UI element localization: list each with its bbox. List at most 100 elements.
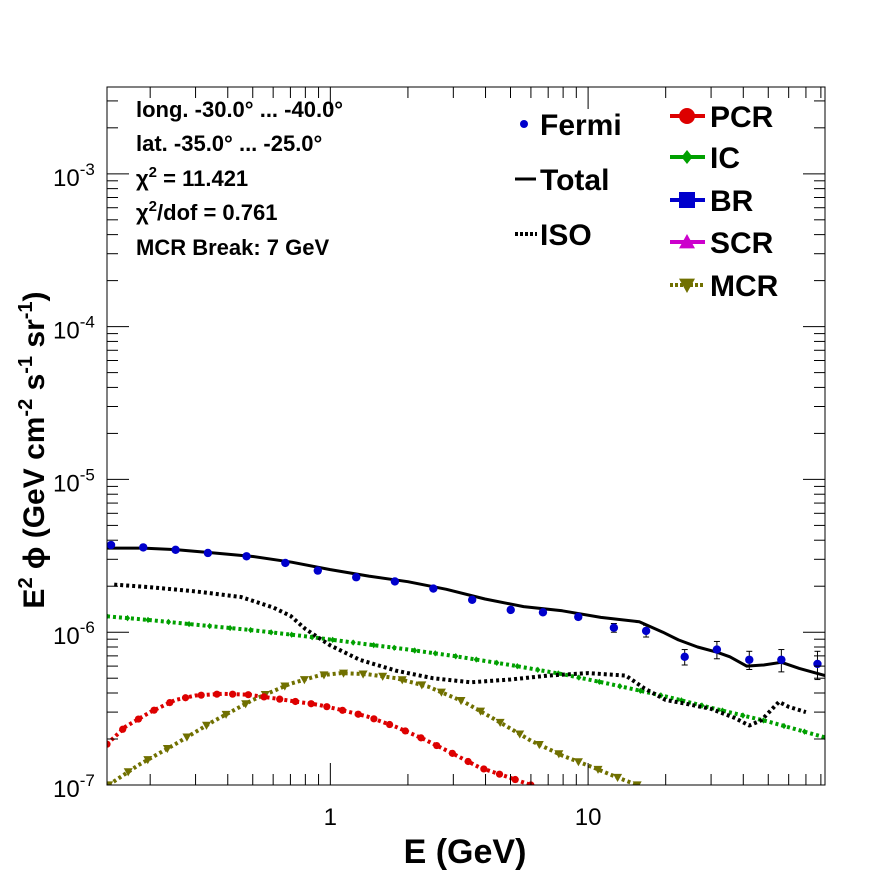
fermi-point [538,608,548,617]
legend-label: IC [710,142,740,175]
series-point-ic [207,622,213,630]
series-point-mcr [339,669,349,678]
plot-frame [106,86,826,786]
series-point-pcr [448,749,457,757]
series-point-ic [494,659,500,667]
fermi-point [352,573,361,582]
y-tick-label: 10-4 [53,313,95,345]
legend-symbol [679,192,695,208]
info-line: lat. -35.0° ... -25.0° [136,131,322,156]
series-point-pcr [511,775,519,784]
series-pcr [107,690,535,785]
series-point-mcr [358,670,368,679]
fermi-point [813,659,822,669]
series-point-mcr [241,700,251,709]
series-point-mcr [378,672,388,681]
series-mcr [107,669,642,785]
x-tick-label: 10 [575,804,602,831]
legend-label: Fermi [540,109,622,142]
fermi-point [107,540,116,550]
series-point-pcr [260,693,268,701]
legend-label: ISO [540,219,592,252]
series-point-ic [740,712,746,719]
fermi-point [171,545,180,555]
series-point-pcr [119,725,127,733]
legend-symbol [681,150,693,164]
series-point-ic [514,663,520,670]
fermi-point [313,566,322,575]
series-point-mcr [162,745,172,754]
series-point-mcr [613,773,623,783]
series-point-pcr [323,703,331,711]
series-point-ic [124,614,131,622]
legend-label: Total [540,164,609,197]
series-point-pcr [354,710,362,718]
legend-item-br: BR [670,185,754,218]
series-point-ic [268,629,274,636]
series-point-ic [107,613,110,620]
series-line-iso [114,582,807,728]
series-point-mcr [554,750,564,759]
legend-label: BR [710,185,754,218]
series-point-pcr [401,727,409,735]
fermi-point [506,605,515,615]
legend-label: MCR [710,270,779,303]
y-tick-label: 10-3 [53,160,95,192]
series-point-mcr [143,756,153,765]
series-point-mcr [534,741,544,750]
series-point-ic [637,687,643,694]
series-point-mcr [515,730,525,739]
series-point-pcr [464,757,472,766]
series-point-ic [350,639,356,646]
series-point-ic [412,647,418,654]
series-point-ic [678,697,684,704]
series-line-ic [107,614,825,740]
series-point-ic [760,717,767,724]
series-point-mcr [593,765,603,774]
series-point-ic [453,653,459,660]
info-line: long. -30.0° ... -40.0° [136,97,343,122]
series-point-ic [576,674,582,681]
fermi-point [242,552,251,561]
series-point-pcr [134,715,143,723]
legend-item-total: Total [515,164,609,197]
series-point-pcr [107,740,111,748]
series-point-mcr [476,707,486,716]
legend-item-fermi: Fermi [520,109,622,142]
info-line: MCR Break: 7 GeV [136,235,330,260]
series-point-mcr [632,781,642,785]
series-point-pcr [229,690,237,698]
legend-item-scr: SCR [670,227,774,260]
fermi-point [281,558,290,568]
fermi-point [574,612,583,622]
y-axis-title: E2 ϕ (GeV cm-2 s-1 sr-1) [15,291,51,608]
legend-symbol [679,234,695,249]
series-point-ic [596,678,602,686]
series-point-ic [227,624,233,632]
fermi-point [680,652,689,662]
legend-item-pcr: PCR [670,101,774,134]
fermi-point [609,623,619,632]
legend-label: SCR [710,227,774,260]
fermi-point [712,645,722,654]
legend-item-iso: ISO [515,219,592,252]
series-point-ic [719,707,725,714]
series-point-mcr [107,781,114,785]
series-point-pcr [181,694,190,702]
series-point-pcr [433,741,441,750]
series-point-ic [248,626,254,634]
legend-item-ic: IC [670,142,740,175]
series-point-ic [432,650,438,657]
series-point-pcr [417,734,425,742]
series-point-ic [371,641,377,649]
series-point-pcr [338,706,347,714]
fermi-point [203,548,213,558]
series-point-pcr [197,691,205,699]
legend-symbol [520,120,528,128]
series-point-pcr [166,698,174,707]
series-point-mcr [436,688,446,697]
series-point-pcr [307,700,315,708]
series-point-pcr [150,706,158,714]
series-point-ic [699,702,705,709]
series-point-pcr [276,695,284,703]
